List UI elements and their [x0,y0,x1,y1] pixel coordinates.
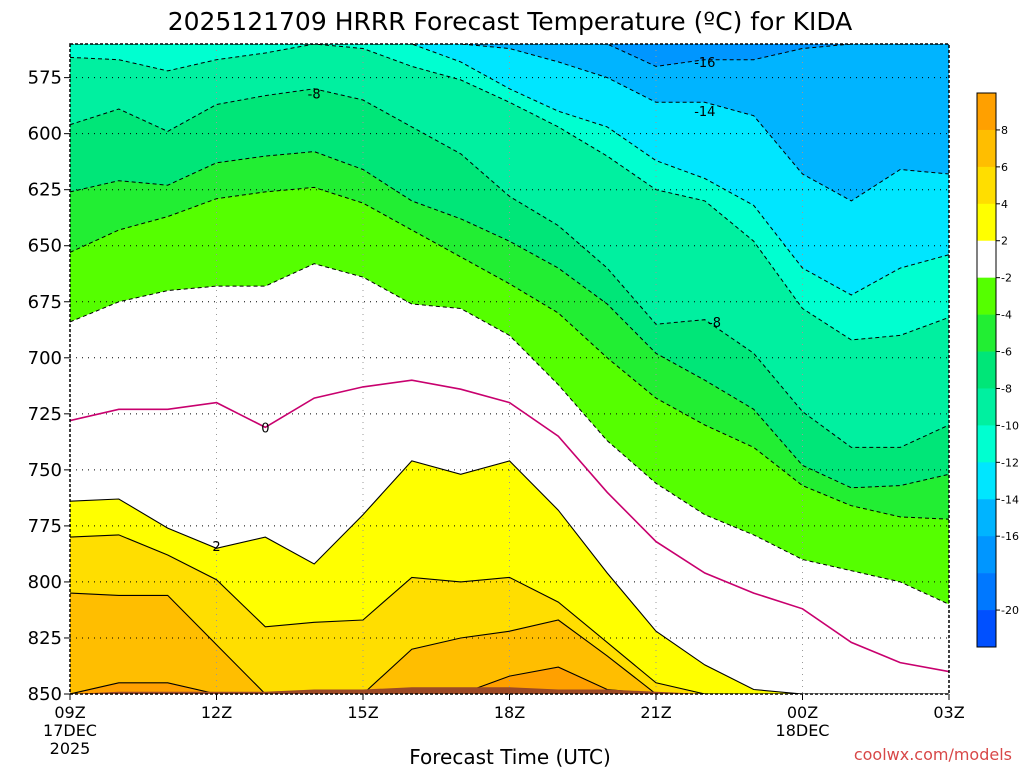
x-tick-date-00Z: 18DEC [776,721,830,740]
x-tick-label-00Z: 00Z [787,703,818,722]
ground-surface-fill [70,687,705,694]
y-tick-label-825: 825 [28,628,62,649]
y-tick-label-850: 850 [28,684,62,705]
y-tick-label-600: 600 [28,124,62,145]
isotherm-4 [70,534,949,694]
plot-area: -16 -14 -8 -8 0 2 [70,44,949,694]
y-tick-label-775: 775 [28,516,62,537]
contour-label-5: 2 [212,540,220,555]
y-tick-label-575: 575 [28,68,62,89]
colorbar-label-8: 8 [1001,124,1008,137]
colorbar-swatch--2 [977,240,996,278]
isotherm--14 [70,44,949,202]
colorbar-swatch-6 [977,129,996,168]
colorbar-label--4: -4 [1001,309,1012,322]
grid-lines [70,44,949,694]
credit-text: coolwx.com/models [854,745,1012,764]
temperature-fills [70,44,949,694]
colorbar-swatch--12 [977,425,996,463]
colorbar-frame [976,92,997,648]
colorbar-swatch--10 [977,388,996,426]
colorbar-swatch--16 [977,499,996,537]
colorbar-label--6: -6 [1001,346,1012,359]
colorbar-swatch--6 [977,314,996,352]
contour-labels: -16 -14 -8 -8 0 2 [212,56,721,555]
chart-title: 2025121709 HRRR Forecast Temperature (ºC… [168,7,853,36]
colorbar-label--8: -8 [1001,382,1012,395]
x-tick-year-09Z: 2025 [50,739,91,758]
isotherm-0 [70,379,949,673]
x-tick-label-03Z: 03Z [933,703,964,722]
colorbar-label--12: -12 [1001,456,1019,469]
colorbar-swatch-2 [977,203,996,242]
colorbar-label--16: -16 [1001,530,1019,543]
isotherm--8 [70,88,949,448]
isotherm--2 [70,263,949,605]
isotherm--12 [70,44,949,296]
colorbar-label--14: -14 [1001,493,1019,506]
y-tick-label-800: 800 [28,572,62,593]
colorbar-swatch-4 [977,166,996,205]
plot-frame [69,43,950,695]
colorbar-swatch-8 [977,93,996,131]
contour-label-0: -16 [694,56,715,71]
contour-label-4: 0 [261,421,269,436]
y-tick-label-700: 700 [28,348,62,369]
contour-label-2: -8 [308,87,321,102]
x-tick-label-21Z: 21Z [640,703,671,722]
colorbar-label--10: -10 [1001,419,1019,432]
y-tick-label-725: 725 [28,404,62,425]
colorbar-swatch--4 [977,277,996,315]
x-tick-date-09Z: 17DEC [43,721,97,740]
ground-surface [70,687,705,694]
isotherm-2 [70,460,949,694]
isotherm--10 [70,44,949,341]
y-tick-label-625: 625 [28,180,62,201]
colorbar-legend: 8 6 4 2 -2 -4 -6 -8 -10 -12 -14 -16 -20 [976,92,1019,648]
x-tick-label-12Z: 12Z [201,703,232,722]
colorbar-label-4: 4 [1001,198,1008,211]
x-tick-label-18Z: 18Z [494,703,525,722]
colorbar-swatch--22 [977,610,996,648]
colorbar-label-6: 6 [1001,161,1008,174]
isotherm-lines [70,44,949,694]
isotherm-6 [70,592,949,694]
fill-band-above-6 [70,593,949,694]
colorbar-swatch--20 [977,573,996,611]
colorbar-label-2: 2 [1001,235,1008,248]
colorbar-label--20: -20 [1001,604,1019,617]
colorbar-label--2: -2 [1001,272,1012,285]
y-tick-label-750: 750 [28,460,62,481]
y-tick-label-650: 650 [28,236,62,257]
colorbar-swatch--8 [977,351,996,389]
x-tick-label-15Z: 15Z [347,703,378,722]
y-axis: 575 600 625 650 675 700 725 750 775 800 825 850 [28,68,70,705]
x-tick-label-09Z: 09Z [54,703,85,722]
isotherm-8 [70,666,949,694]
contour-label-1: -14 [694,105,715,120]
colorbar-swatch--18 [977,536,996,574]
colorbar-swatch--14 [977,462,996,500]
y-tick-label-675: 675 [28,292,62,313]
contour-label-3: -8 [708,316,721,331]
isotherm--4 [70,186,949,520]
x-axis-label: Forecast Time (UTC) [409,745,611,768]
